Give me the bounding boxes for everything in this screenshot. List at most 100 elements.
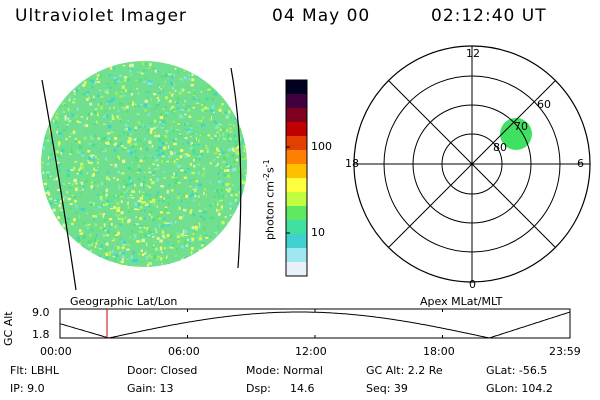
- speckle-dot: [148, 91, 152, 93]
- speckle-dot: [95, 112, 98, 115]
- speckle-dot: [179, 133, 181, 136]
- speckle-dot: [166, 223, 170, 225]
- speckle-dot: [222, 161, 226, 163]
- speckle-dot: [91, 79, 94, 83]
- speckle-dot: [139, 227, 142, 229]
- speckle-dot: [97, 81, 100, 84]
- speckle-dot: [185, 107, 187, 110]
- speckle-dot: [150, 84, 151, 87]
- speckle-dot: [113, 195, 116, 198]
- speckle-dot: [152, 163, 156, 166]
- speckle-dot: [185, 256, 189, 258]
- speckle-dot: [128, 206, 130, 209]
- speckle-dot: [171, 246, 175, 250]
- speckle-dot: [229, 165, 232, 169]
- speckle-dot: [241, 181, 246, 185]
- speckle-dot: [120, 120, 122, 124]
- speckle-dot: [118, 156, 120, 160]
- speckle-dot: [72, 130, 76, 134]
- speckle-dot: [228, 202, 233, 205]
- speckle-dot: [65, 223, 69, 225]
- speckle-dot: [95, 239, 99, 243]
- speckle-dot: [80, 181, 83, 185]
- speckle-dot: [231, 115, 233, 119]
- speckle-dot: [134, 208, 137, 210]
- speckle-dot: [134, 70, 136, 72]
- speckle-dot: [127, 179, 131, 181]
- speckle-dot: [79, 145, 83, 149]
- speckle-dot: [88, 156, 91, 160]
- speckle-dot: [217, 202, 220, 204]
- speckle-dot: [149, 193, 151, 197]
- info-ip: IP: 9.0: [10, 382, 45, 395]
- speckle-dot: [69, 153, 72, 155]
- speckle-dot: [231, 155, 236, 158]
- speckle-dot: [129, 64, 132, 67]
- speckle-dot: [56, 161, 60, 164]
- speckle-dot: [198, 99, 200, 102]
- colorbar-tick-10: 10: [311, 226, 325, 239]
- speckle-dot: [123, 95, 126, 97]
- speckle-dot: [129, 151, 134, 154]
- speckle-dot: [119, 95, 123, 98]
- speckle-dot: [139, 230, 143, 234]
- speckle-dot: [142, 231, 144, 234]
- speckle-dot: [109, 141, 113, 144]
- polar-diagonal-2: [388, 80, 556, 248]
- speckle-dot: [120, 211, 124, 215]
- speckle-dot: [148, 140, 152, 144]
- speckle-dot: [156, 215, 159, 219]
- speckle-dot: [183, 229, 188, 234]
- speckle-dot: [155, 247, 158, 251]
- speckle-dot: [194, 189, 197, 193]
- speckle-dot: [147, 113, 150, 116]
- speckle-dot: [142, 69, 145, 72]
- speckle-dot: [71, 183, 74, 186]
- speckle-dot: [107, 100, 111, 103]
- speckle-dot: [200, 120, 202, 123]
- speckle-dot: [108, 74, 111, 77]
- speckle-dot: [126, 197, 131, 199]
- speckle-dot: [69, 136, 71, 138]
- speckle-dot: [216, 156, 219, 158]
- speckle-dot: [214, 195, 216, 198]
- speckle-dot: [105, 142, 108, 145]
- speckle-dot: [117, 194, 119, 198]
- speckle-dot: [81, 154, 85, 157]
- speckle-dot: [87, 223, 91, 226]
- speckle-dot: [202, 226, 205, 229]
- speckle-dot: [190, 250, 193, 255]
- speckle-dot: [97, 74, 100, 77]
- speckle-dot: [207, 134, 210, 137]
- polar-mlt-18: 18: [345, 157, 359, 170]
- speckle-dot: [140, 147, 142, 150]
- speckle-dot: [80, 116, 84, 118]
- speckle-dot: [201, 101, 204, 104]
- speckle-dot: [103, 136, 106, 139]
- speckle-dot: [64, 115, 67, 119]
- speckle-dot: [161, 230, 165, 234]
- speckle-dot: [218, 195, 220, 199]
- speckle-dot: [134, 126, 137, 130]
- speckle-dot: [67, 173, 71, 177]
- speckle-dot: [199, 134, 203, 136]
- speckle-dot: [222, 195, 225, 197]
- speckle-dot: [117, 231, 120, 235]
- speckle-dot: [204, 144, 208, 148]
- speckle-dot: [47, 190, 49, 193]
- speckle-dot: [211, 216, 214, 220]
- speckle-dot: [163, 146, 167, 150]
- speckle-dot: [148, 254, 152, 258]
- colorbar-segment: [286, 164, 307, 179]
- speckle-dot: [121, 85, 125, 89]
- speckle-dot: [121, 258, 124, 261]
- speckle-dot: [69, 203, 73, 205]
- speckle-dot: [237, 201, 239, 205]
- speckle-dot: [173, 175, 177, 177]
- speckle-dot: [85, 179, 89, 183]
- speckle-dot: [94, 135, 97, 137]
- speckle-dot: [234, 198, 237, 202]
- speckle-dot: [127, 78, 130, 82]
- speckle-dot: [203, 106, 208, 110]
- speckle-dot: [203, 191, 205, 196]
